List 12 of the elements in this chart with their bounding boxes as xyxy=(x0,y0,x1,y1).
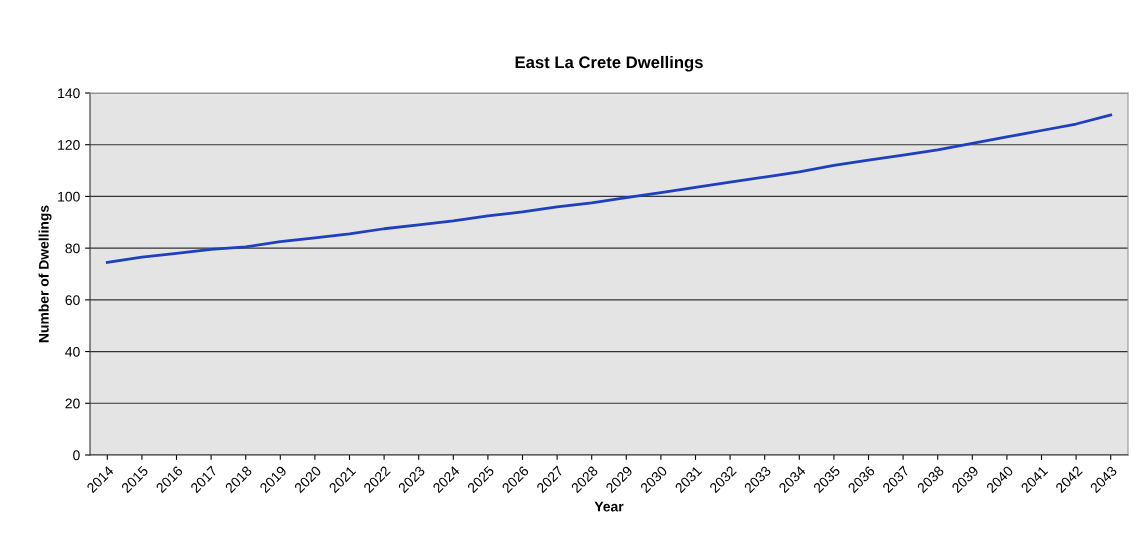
y-tick-label: 20 xyxy=(65,398,80,409)
chart-title: East La Crete Dwellings xyxy=(515,55,703,72)
y-tick-label: 140 xyxy=(58,88,80,99)
y-tick-label: 60 xyxy=(65,295,80,306)
y-axis-title: Number of Dwellings xyxy=(38,205,52,343)
line-series xyxy=(105,113,1113,264)
x-axis-title: Year xyxy=(594,501,624,512)
y-tick-label: 40 xyxy=(65,346,80,357)
y-tick-label: 0 xyxy=(73,450,80,461)
y-tick-label: 100 xyxy=(58,191,80,202)
y-tick-label: 80 xyxy=(65,243,80,254)
y-tick-label: 120 xyxy=(58,140,80,150)
